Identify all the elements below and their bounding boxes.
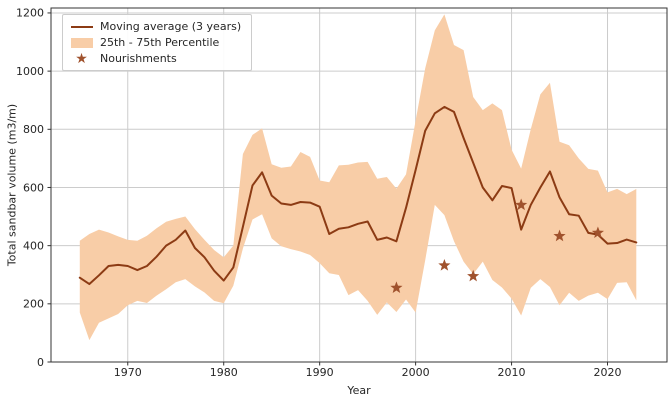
percentile-band-swatch: [70, 37, 93, 48]
y-tick-label: 600: [23, 181, 44, 194]
nourishment-marker: [467, 269, 480, 282]
nourishment-marker: [591, 226, 604, 239]
nourishment-marker: [438, 259, 451, 271]
star-icon: ★: [75, 50, 88, 67]
legend-item-percentile: 25th - 75th Percentile: [70, 35, 241, 50]
x-tick-label: 2000: [402, 366, 430, 379]
x-tick-label: 2010: [498, 366, 526, 379]
moving-average-line: [78, 105, 638, 286]
y-tick-label: 800: [23, 123, 44, 136]
x-tick-label: 1990: [306, 366, 334, 379]
x-tick-label: 1970: [114, 366, 142, 379]
y-tick-label: 1000: [16, 65, 44, 78]
legend-item-nourishments: ★ Nourishments: [70, 51, 241, 66]
percentile-band: [79, 14, 637, 341]
x-tick-label: 2020: [594, 366, 622, 379]
y-axis-label: Total sandbar volume (m3/m): [5, 103, 19, 267]
nourishment-marker: [515, 198, 528, 211]
y-tick-label: 400: [23, 239, 44, 252]
plot-border: [50, 7, 668, 363]
legend-label-nourishments: Nourishments: [100, 52, 177, 65]
y-tick-label: 1200: [16, 7, 44, 20]
legend-label-percentile: 25th - 75th Percentile: [100, 36, 220, 49]
x-axis-label: Year: [347, 384, 371, 397]
y-tick-label: 0: [37, 356, 44, 369]
legend: Moving average (3 years) 25th - 75th Per…: [62, 14, 253, 71]
legend-item-moving-average: Moving average (3 years): [70, 19, 241, 34]
moving-average-line-swatch: [70, 25, 93, 28]
nourishment-marker: [390, 281, 403, 293]
x-tick-label: 1980: [210, 366, 238, 379]
legend-label-moving-average: Moving average (3 years): [100, 20, 242, 33]
y-tick-label: 200: [23, 298, 44, 311]
nourishment-marker: [553, 229, 566, 242]
